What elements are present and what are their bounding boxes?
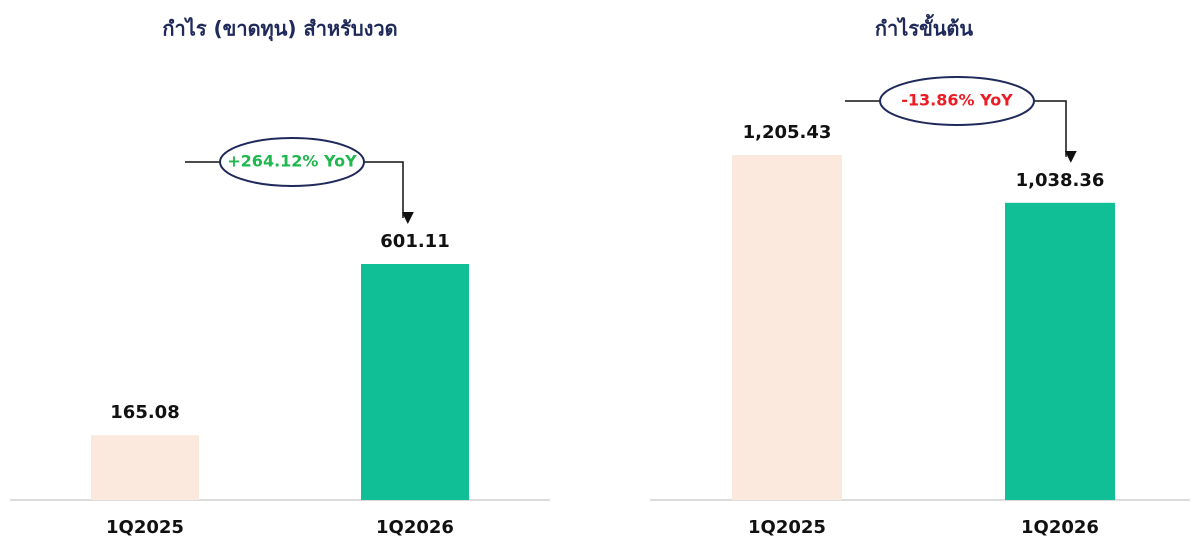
connector-arrow bbox=[1034, 100, 1077, 163]
annotation: -13.86% YoY bbox=[901, 91, 1013, 110]
bar bbox=[732, 155, 842, 500]
x-tick-label: 1Q2025 bbox=[748, 517, 826, 538]
bar bbox=[1005, 202, 1115, 500]
x-tick-label: 1Q2026 bbox=[376, 517, 454, 538]
chart-title: กำไรขั้นต้น bbox=[875, 14, 973, 41]
x-tick-label: 1Q2025 bbox=[106, 517, 184, 538]
bar bbox=[361, 264, 469, 500]
value-label: 165.08 bbox=[110, 402, 179, 423]
annotation: +264.12% YoY bbox=[227, 152, 357, 171]
value-label: 601.11 bbox=[380, 231, 449, 252]
annotation-bubble bbox=[879, 76, 1035, 126]
annotation-bubble bbox=[219, 137, 365, 187]
bar bbox=[91, 435, 199, 500]
value-label: 1,038.36 bbox=[1016, 170, 1105, 191]
connector-arrow bbox=[364, 161, 414, 224]
x-tick-label: 1Q2026 bbox=[1021, 517, 1099, 538]
value-label: 1,205.43 bbox=[743, 122, 832, 143]
chart-title: กำไร (ขาดทุน) สำหรับงวด bbox=[162, 17, 397, 42]
